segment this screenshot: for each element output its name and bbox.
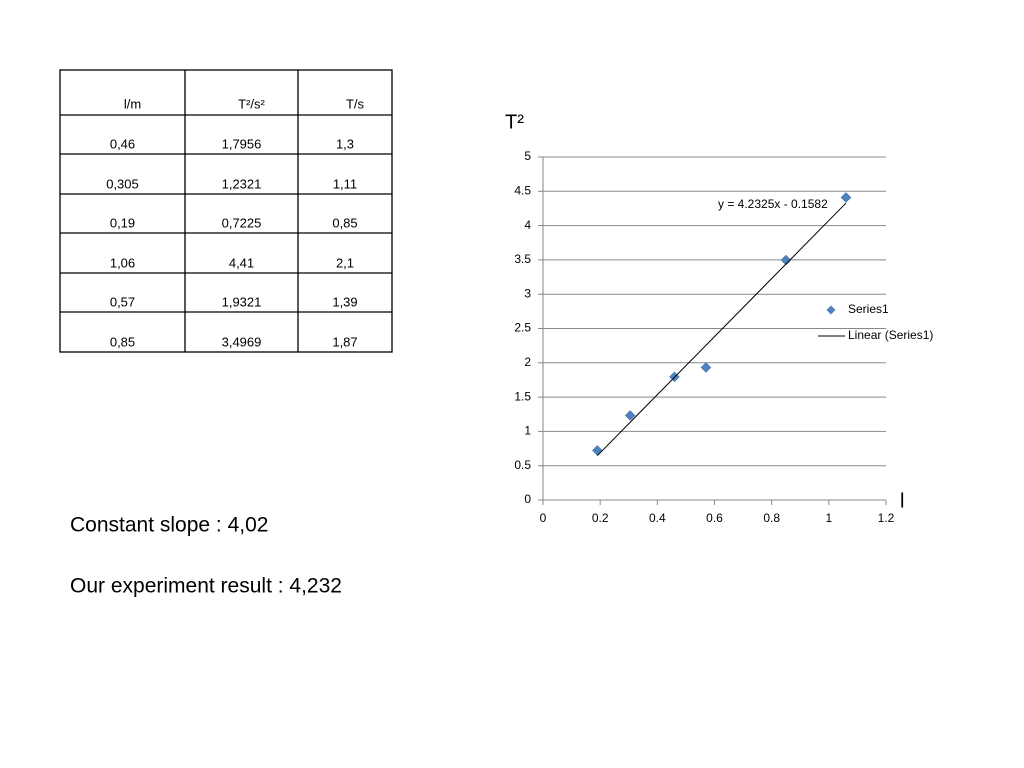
table-cell: 1,39 bbox=[332, 294, 357, 309]
table-cell: 0,305 bbox=[106, 176, 139, 191]
table-cell: 0,85 bbox=[332, 215, 357, 230]
y-tick-label: 0 bbox=[524, 492, 531, 506]
table-cell: 2,1 bbox=[336, 255, 354, 270]
table-cell: 1,06 bbox=[110, 255, 135, 270]
trendline-label: y = 4.2325x - 0.1582 bbox=[718, 197, 828, 211]
y-tick-label: 4 bbox=[524, 218, 531, 232]
table-header: T/s bbox=[346, 96, 365, 111]
y-tick-label: 2.5 bbox=[514, 321, 531, 335]
x-tick-label: 1.2 bbox=[878, 511, 895, 525]
x-tick-label: 0.4 bbox=[649, 511, 666, 525]
x-tick-label: 0.8 bbox=[763, 511, 780, 525]
point bbox=[780, 254, 792, 266]
y-tick-label: 5 bbox=[524, 149, 531, 163]
table-cell: 4,41 bbox=[229, 255, 254, 270]
table-cell: 0,7225 bbox=[222, 215, 262, 230]
x-tick-label: 0.2 bbox=[592, 511, 609, 525]
table-cell: 1,11 bbox=[333, 176, 357, 191]
legend-label: Linear (Series1) bbox=[848, 328, 933, 342]
point bbox=[700, 362, 712, 373]
point bbox=[840, 192, 852, 203]
table-cell: 0,46 bbox=[110, 136, 135, 151]
note: Our experiment result : 4,232 bbox=[70, 575, 342, 598]
y-tick-label: 3.5 bbox=[514, 252, 531, 266]
table-cell: 1,9321 bbox=[222, 294, 262, 309]
legend-label: Series1 bbox=[848, 302, 889, 316]
y-tick-label: 1 bbox=[524, 424, 531, 438]
table-cell: 1,2321 bbox=[222, 176, 262, 191]
x-tick-label: 1 bbox=[825, 511, 832, 525]
table-cell: 0,85 bbox=[110, 334, 135, 349]
table-header: l/m bbox=[124, 96, 141, 111]
y-axis-title: T² bbox=[505, 111, 524, 133]
point bbox=[591, 445, 603, 456]
table-cell: 0,57 bbox=[110, 294, 135, 309]
table-cell: 1,87 bbox=[332, 334, 357, 349]
y-tick-label: 3 bbox=[524, 286, 531, 300]
x-tick-label: 0 bbox=[540, 511, 547, 525]
y-tick-label: 4.5 bbox=[514, 183, 531, 197]
y-tick-label: 1.5 bbox=[514, 389, 531, 403]
x-tick-label: 0.6 bbox=[706, 511, 723, 525]
note: Constant slope : 4,02 bbox=[70, 514, 268, 537]
legend-marker bbox=[826, 305, 836, 315]
table-border bbox=[59, 69, 393, 353]
point bbox=[624, 410, 636, 421]
y-tick-label: 2 bbox=[524, 355, 531, 369]
table-cell: 1,7956 bbox=[222, 136, 262, 151]
table-cell: 1,3 bbox=[336, 136, 354, 151]
table-cell: 3,4969 bbox=[222, 334, 262, 349]
trendline bbox=[596, 202, 847, 457]
y-tick-label: 0.5 bbox=[514, 458, 531, 472]
table-header: T²/s² bbox=[238, 96, 265, 111]
x-axis-title: l bbox=[900, 490, 904, 512]
table-cell: 0,19 bbox=[110, 215, 135, 230]
